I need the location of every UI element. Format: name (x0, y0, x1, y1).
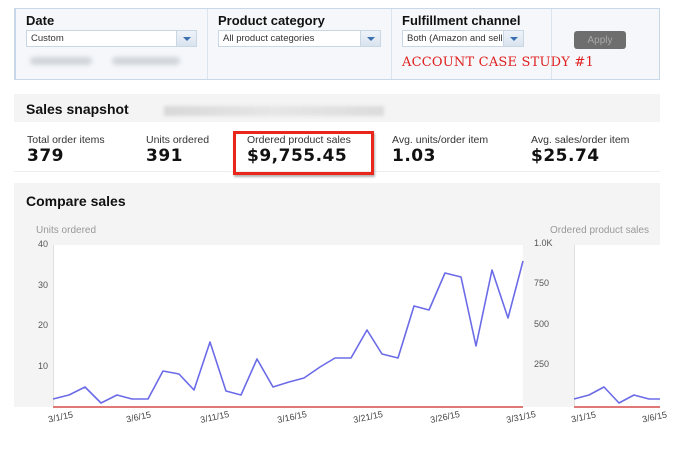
metric-units-ordered: Units ordered 391 (146, 134, 209, 166)
y-tick: 750 (534, 278, 550, 288)
metric-label: Avg. sales/order item (531, 134, 630, 146)
units-line-chart (52, 260, 524, 408)
y-tick: 1.0K (534, 238, 553, 248)
chevron-down-icon[interactable] (360, 31, 380, 46)
x-tick: 3/6/15 (641, 409, 668, 425)
fulfillment-select-value: Both (Amazon and seller) (407, 33, 503, 44)
date-filter: Date Custom (16, 9, 208, 79)
x-tick: 3/6/15 (125, 409, 152, 425)
x-tick: 3/31/15 (505, 408, 537, 426)
chevron-down-icon[interactable] (503, 31, 523, 46)
case-study-annotation: ACCOUNT CASE STUDY #1 (402, 55, 594, 70)
blurred-date-range (164, 106, 384, 116)
category-filter: Product category All product categories (208, 9, 392, 79)
metric-avg-units-per-order-item: Avg. units/order item 1.03 (392, 134, 488, 166)
metric-ordered-product-sales: Ordered product sales $9,755.45 (247, 134, 351, 166)
metric-value: $25.74 (531, 146, 600, 166)
date-select-value: Custom (31, 33, 64, 44)
x-tick: 3/16/15 (276, 408, 308, 426)
x-tick: 3/21/15 (352, 408, 384, 426)
metric-label: Ordered product sales (247, 134, 351, 146)
metric-label: Units ordered (146, 134, 210, 146)
x-tick: 3/1/15 (570, 409, 597, 425)
blurred-date-from (30, 57, 92, 65)
fulfillment-filter: Fulfillment channel Both (Amazon and sel… (392, 9, 594, 79)
apply-column: Apply (552, 9, 660, 79)
metric-value: 379 (27, 146, 64, 166)
x-tick: 3/11/15 (199, 409, 231, 425)
highlight-box (233, 131, 374, 175)
sales-line-chart (573, 386, 660, 408)
y-tick: 10 (37, 361, 48, 371)
metric-label: Avg. units/order item (392, 134, 489, 146)
y-tick: 250 (534, 359, 550, 369)
y-tick: 30 (37, 280, 48, 290)
units-chart-plot (53, 245, 523, 407)
y-tick: 20 (37, 320, 48, 330)
date-select[interactable]: Custom (26, 30, 197, 47)
apply-button[interactable]: Apply (574, 31, 626, 49)
filter-bar: Date Custom Product category All product… (14, 8, 660, 80)
metric-value: 1.03 (392, 146, 436, 166)
y-tick: 500 (534, 319, 550, 329)
metric-total-order-items: Total order items 379 (27, 134, 105, 166)
compare-sales-title: Compare sales (26, 193, 126, 209)
metric-label: Total order items (27, 134, 105, 146)
units-chart-label: Units ordered (36, 225, 97, 236)
sales-snapshot-title: Sales snapshot (26, 101, 129, 117)
metric-value: $9,755.45 (247, 146, 348, 166)
sales-chart-label: Ordered product sales (550, 225, 649, 236)
sales-chart-plot (574, 245, 660, 407)
chevron-down-icon[interactable] (176, 31, 196, 46)
fulfillment-select[interactable]: Both (Amazon and seller) (402, 30, 524, 47)
metric-value: 391 (146, 146, 183, 166)
category-select-value: All product categories (223, 33, 315, 44)
x-tick: 3/1/15 (47, 409, 74, 425)
category-select[interactable]: All product categories (218, 30, 381, 47)
blurred-date-to (112, 57, 180, 65)
sales-snapshot-header: Sales snapshot (14, 94, 660, 122)
date-label: Date (26, 13, 55, 28)
compare-sales-panel: Compare sales Units ordered 40 30 20 10 … (14, 183, 668, 425)
y-tick: 40 (37, 239, 48, 249)
fulfillment-label: Fulfillment channel (402, 13, 521, 28)
metric-avg-sales-per-order-item: Avg. sales/order item $25.74 (531, 134, 629, 166)
x-tick: 3/26/15 (429, 408, 461, 426)
category-label: Product category (218, 13, 325, 28)
sales-metrics: Total order items 379 Units ordered 391 … (14, 122, 660, 172)
